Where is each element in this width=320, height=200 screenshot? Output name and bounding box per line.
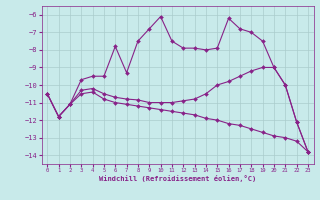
- X-axis label: Windchill (Refroidissement éolien,°C): Windchill (Refroidissement éolien,°C): [99, 175, 256, 182]
